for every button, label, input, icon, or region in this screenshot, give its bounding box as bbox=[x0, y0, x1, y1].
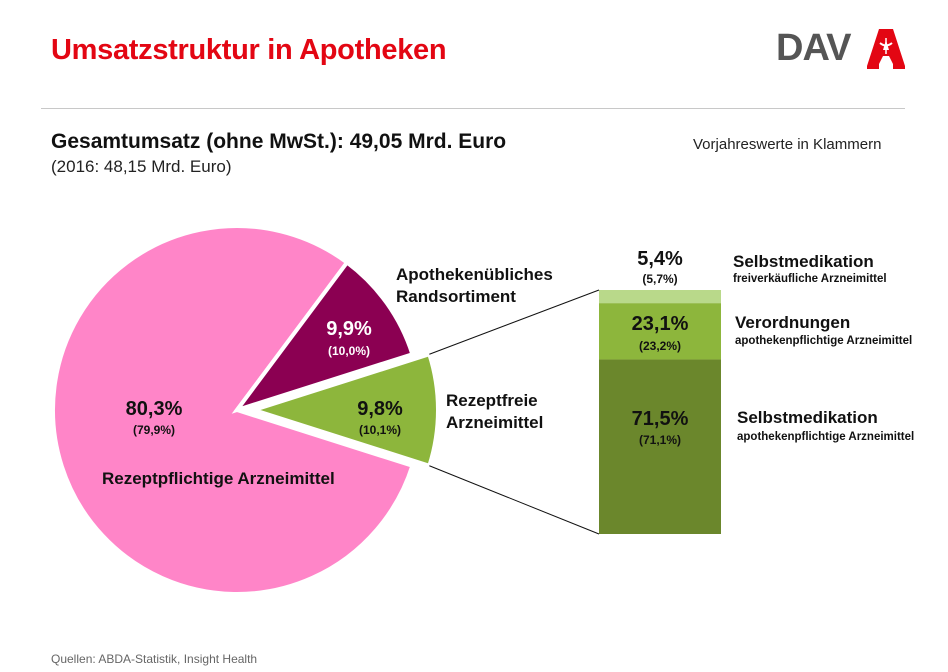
connector-line-top bbox=[429, 289, 600, 355]
segment-subtitle-freiverkaeuflich: freiverkäufliche Arzneimittel bbox=[733, 273, 887, 285]
pie-slice-rx bbox=[51, 224, 415, 596]
bar-segment-freiverkaeuflich bbox=[599, 290, 721, 304]
slice-value-randsortiment: 9,9% bbox=[326, 318, 372, 340]
logo-text: DAV bbox=[776, 27, 851, 69]
segment-value-selbstmedikation-ap: 71,5% bbox=[631, 408, 689, 430]
slice-prev-rx: (79,9%) bbox=[132, 423, 176, 437]
page-title: Umsatzstruktur in Apotheken bbox=[51, 34, 447, 66]
total-revenue-headline: Gesamtumsatz (ohne MwSt.): 49,05 Mrd. Eu… bbox=[51, 130, 507, 153]
slice-name-otc-line2: Arzneimittel bbox=[446, 413, 544, 432]
stacked-bar-chart bbox=[599, 290, 721, 534]
pie-chart bbox=[51, 224, 440, 596]
slice-name-randsortiment-line2: Randsortiment bbox=[396, 287, 516, 306]
segment-name-verordnungen: Verordnungen bbox=[735, 313, 851, 332]
pie-slice-otc bbox=[247, 351, 440, 469]
slice-name-otc-line1: Rezeptfreie bbox=[446, 391, 538, 410]
dav-logo: DAV bbox=[776, 28, 906, 70]
segment-prev-selbstmedikation-ap: (71,1%) bbox=[638, 433, 682, 447]
previous-year-total: (2016: 48,15 Mrd. Euro) bbox=[51, 157, 232, 176]
previous-year-note: Vorjahreswerte in Klammern bbox=[693, 136, 882, 153]
header-divider bbox=[41, 108, 905, 109]
apotheke-a-icon bbox=[867, 29, 905, 69]
slice-name-rx: Rezeptpflichtige Arzneimittel bbox=[102, 469, 335, 488]
slice-value-otc: 9,8% bbox=[357, 398, 403, 420]
source-note: Quellen: ABDA-Statistik, Insight Health bbox=[51, 652, 258, 666]
segment-value-freiverkaeuflich: 5,4% bbox=[637, 248, 683, 270]
segment-prev-freiverkaeuflich: (5,7%) bbox=[642, 272, 678, 286]
segment-value-verordnungen: 23,1% bbox=[631, 313, 689, 335]
connector-line-bottom bbox=[429, 465, 600, 535]
bar-segment-selbstmedikation-ap bbox=[599, 359, 721, 534]
slice-name-randsortiment-line1: Apothekenübliches bbox=[396, 265, 553, 284]
slice-prev-otc: (10,1%) bbox=[358, 423, 402, 437]
segment-subtitle-selbstmedikation-ap: apothekenpflichtige Arzneimittel bbox=[737, 431, 915, 443]
segment-name-selbstmedikation-ap: Selbstmedikation bbox=[737, 408, 878, 427]
slice-value-rx: 80,3% bbox=[125, 398, 183, 420]
pie-slice-randsortiment bbox=[231, 259, 415, 414]
segment-subtitle-verordnungen: apothekenpflichtige Arzneimittel bbox=[735, 335, 913, 347]
slice-prev-randsortiment: (10,0%) bbox=[327, 344, 371, 358]
bar-segment-verordnungen bbox=[599, 303, 721, 360]
segment-name-freiverkaeuflich: Selbstmedikation bbox=[733, 252, 874, 271]
segment-prev-verordnungen: (23,2%) bbox=[638, 339, 682, 353]
